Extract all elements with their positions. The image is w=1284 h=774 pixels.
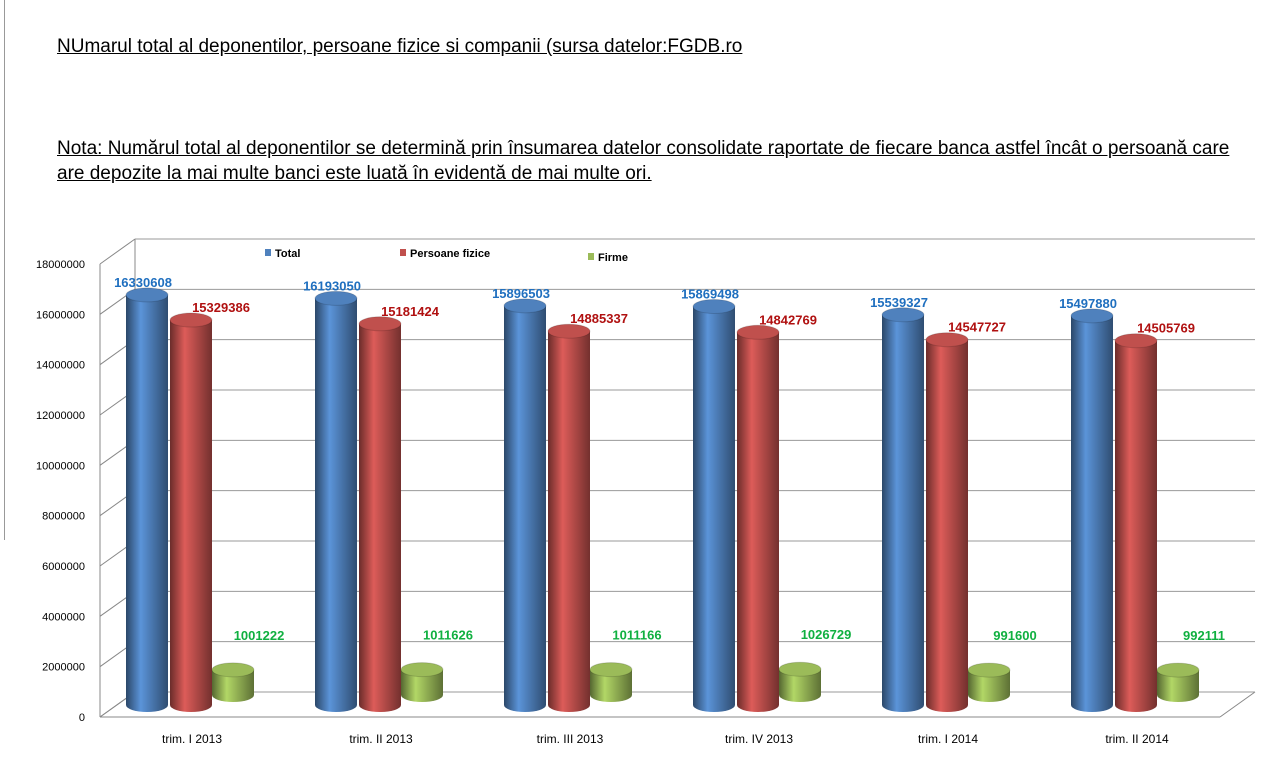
bar-total (1071, 315, 1113, 712)
bar-top (547, 323, 591, 339)
data-label: 14505769 (1137, 321, 1195, 336)
data-label: 14547727 (948, 320, 1006, 335)
bar-top (400, 662, 444, 678)
bar-firme (590, 669, 632, 702)
bar-top (1070, 308, 1114, 324)
x-tick-label: trim. III 2013 (537, 732, 604, 746)
floor-right-edge (1219, 691, 1256, 718)
x-tick-label: trim. I 2013 (162, 732, 222, 746)
bar-total (504, 305, 546, 712)
bar-top (169, 312, 213, 328)
y-tick-label: 8000000 (42, 511, 85, 523)
x-tick-label: trim. II 2013 (349, 732, 413, 746)
bar-top (692, 298, 736, 314)
data-label: 15329386 (192, 300, 250, 315)
bar-top (358, 316, 402, 332)
bar-persoane-fizice (170, 320, 212, 712)
data-label: 1011166 (612, 628, 661, 643)
data-label: 1001222 (234, 628, 285, 643)
note-text: Nota: Numărul total al deponentilor se d… (57, 138, 1230, 184)
bar-top (967, 662, 1011, 678)
data-label: 15896503 (492, 286, 550, 301)
data-label: 14885337 (570, 311, 628, 326)
bar-top (736, 324, 780, 340)
legend-label: Persoane fizice (410, 248, 490, 260)
y-tick-label: 2000000 (42, 662, 85, 674)
bar-firme (212, 669, 254, 702)
legend-swatch-0 (265, 249, 271, 256)
bar-top (314, 290, 358, 306)
x-tick-label: trim. I 2014 (918, 732, 978, 746)
bar-firme (1157, 670, 1199, 702)
y-tick-label: 4000000 (42, 611, 85, 623)
legend-label: Total (275, 248, 300, 260)
bar-top (1114, 333, 1158, 349)
data-label: 992111 (1183, 628, 1225, 643)
legend-swatch-2 (588, 253, 594, 260)
data-label: 15497880 (1059, 296, 1117, 311)
bar-persoane-fizice (359, 323, 401, 712)
bar-top (211, 662, 255, 678)
bar-total (882, 314, 924, 712)
bar-firme (968, 670, 1010, 702)
bar-total (315, 298, 357, 712)
data-label: 16193050 (303, 278, 361, 293)
data-label: 15539327 (870, 295, 928, 310)
y-tick-label: 14000000 (36, 360, 85, 372)
y-tick-label: 0 (79, 712, 85, 724)
bar-firme (401, 669, 443, 702)
y-tick-label: 6000000 (42, 561, 85, 573)
x-tick-label: trim. IV 2013 (725, 732, 793, 746)
x-tick-label: trim. II 2014 (1105, 732, 1169, 746)
page-title: NUmarul total al deponentilor, persoane … (57, 36, 743, 57)
data-label: 991600 (993, 628, 1036, 643)
y-tick-label: 10000000 (36, 460, 85, 472)
bar-top (925, 332, 969, 348)
data-label: 16330608 (114, 275, 172, 290)
bar-total (693, 306, 735, 712)
bar-top (1156, 662, 1200, 678)
y-tick-label: 16000000 (36, 309, 85, 321)
data-label: 15181424 (381, 304, 440, 319)
y-tick-label: 12000000 (36, 410, 85, 422)
bar-firme (779, 669, 821, 702)
bar-persoane-fizice (737, 332, 779, 712)
bar-persoane-fizice (1115, 340, 1157, 712)
bar-top (778, 661, 822, 677)
y-tick-label: 18000000 (36, 259, 85, 271)
bar-top (125, 287, 169, 303)
bar-total (126, 294, 168, 712)
data-label: 1026729 (801, 627, 852, 642)
bar-persoane-fizice (926, 339, 968, 712)
bar-top (589, 662, 633, 678)
legend-swatch-1 (400, 249, 406, 256)
data-label: 14842769 (759, 312, 817, 327)
data-label: 15869498 (681, 286, 739, 301)
bar-top (503, 298, 547, 314)
legend-label: Firme (598, 252, 628, 264)
bar-persoane-fizice (548, 331, 590, 712)
data-label: 1011626 (423, 628, 473, 643)
gridline-diag (99, 238, 136, 265)
left-border (4, 0, 5, 540)
bar-top (881, 307, 925, 323)
